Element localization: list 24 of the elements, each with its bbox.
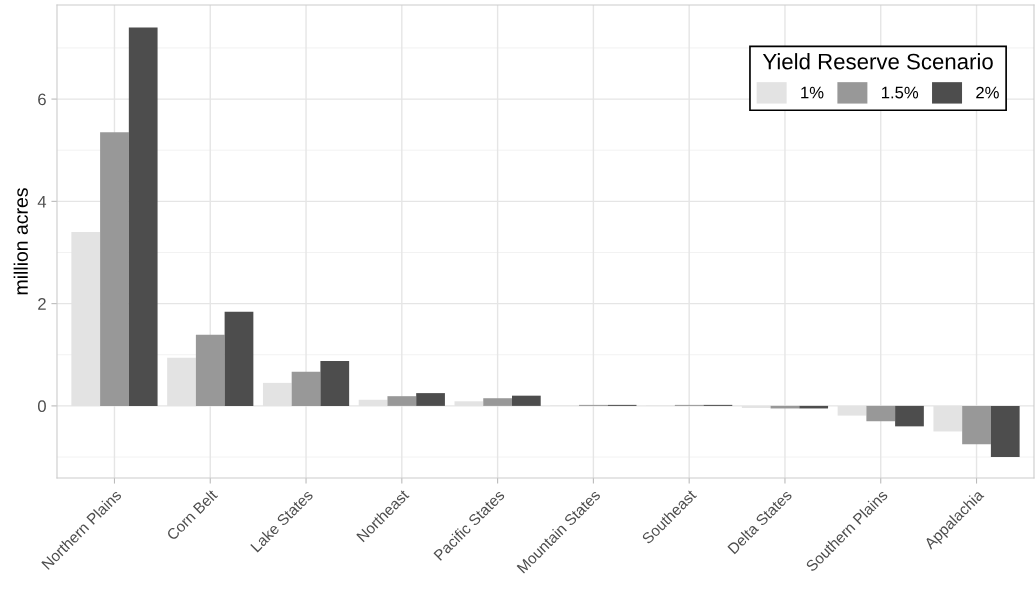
bar bbox=[100, 132, 129, 406]
y-tick-label: 0 bbox=[37, 400, 46, 413]
legend-label: 1.5% bbox=[881, 86, 919, 99]
bar bbox=[511, 395, 541, 406]
bar bbox=[291, 371, 321, 406]
bar bbox=[990, 405, 1020, 458]
y-tick-label: 6 bbox=[38, 93, 46, 106]
bar bbox=[320, 360, 350, 406]
bar bbox=[895, 405, 924, 427]
bar bbox=[387, 396, 417, 406]
y-axis-title: million acres bbox=[13, 188, 28, 295]
bar bbox=[962, 405, 991, 445]
bar bbox=[416, 393, 445, 406]
x-tick-label: Corn Belt bbox=[165, 488, 219, 541]
legend-label: 1% bbox=[801, 86, 824, 99]
y-tick-label: 2 bbox=[38, 298, 46, 310]
bar bbox=[128, 27, 158, 406]
bar bbox=[866, 405, 896, 422]
legend-title: Yield Reserve Scenario bbox=[762, 53, 993, 70]
bar bbox=[483, 398, 512, 406]
legend-label: 2% bbox=[976, 86, 999, 99]
y-tick-label: 4 bbox=[37, 195, 47, 208]
bar bbox=[195, 334, 225, 406]
bar bbox=[224, 311, 254, 406]
